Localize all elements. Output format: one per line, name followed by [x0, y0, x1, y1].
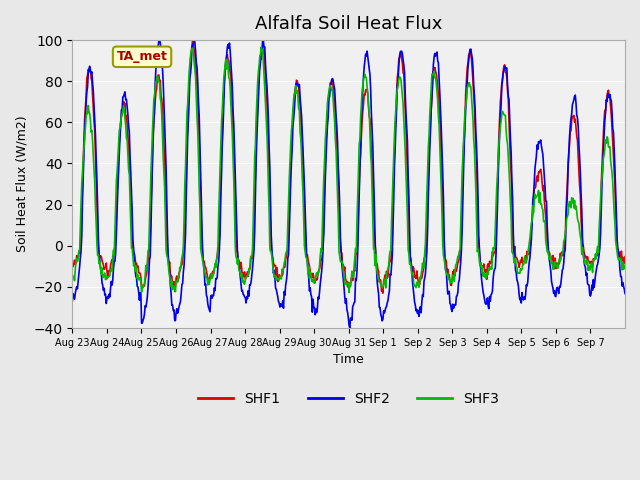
- SHF2: [407, 259, 415, 265]
- SHF3: [621, 263, 629, 268]
- SHF1: [407, 258, 415, 264]
- SHF1: [133, 264, 141, 270]
- SHF2: [68, 298, 76, 304]
- SHF1: [621, 254, 629, 260]
- SHF2: [190, 36, 198, 41]
- Y-axis label: Soil Heat Flux (W/m2): Soil Heat Flux (W/m2): [15, 116, 28, 252]
- SHF1: [189, 36, 196, 42]
- X-axis label: Time: Time: [333, 353, 364, 366]
- SHF1: [438, 179, 446, 185]
- SHF3: [257, 44, 265, 50]
- SHF2: [236, 266, 243, 272]
- SHF1: [263, 98, 271, 104]
- SHF2: [621, 291, 629, 297]
- SHF3: [438, 212, 446, 218]
- SHF2: [133, 283, 141, 289]
- SHF3: [263, 132, 271, 137]
- SHF1: [379, 290, 387, 296]
- SHF3: [407, 265, 415, 271]
- SHF3: [345, 289, 353, 295]
- Legend: SHF1, SHF2, SHF3: SHF1, SHF2, SHF3: [193, 387, 505, 412]
- SHF2: [284, 255, 292, 261]
- SHF1: [284, 245, 292, 251]
- Line: SHF2: SHF2: [72, 38, 625, 328]
- SHF3: [68, 272, 76, 277]
- SHF2: [263, 83, 271, 89]
- Line: SHF3: SHF3: [72, 47, 625, 292]
- SHF3: [284, 219, 292, 225]
- SHF3: [235, 267, 243, 273]
- SHF1: [68, 262, 76, 268]
- Text: TA_met: TA_met: [116, 50, 168, 63]
- Line: SHF1: SHF1: [72, 39, 625, 293]
- SHF2: [438, 148, 446, 154]
- SHF3: [133, 276, 141, 281]
- SHF1: [236, 261, 243, 266]
- Title: Alfalfa Soil Heat Flux: Alfalfa Soil Heat Flux: [255, 15, 442, 33]
- SHF2: [346, 325, 354, 331]
